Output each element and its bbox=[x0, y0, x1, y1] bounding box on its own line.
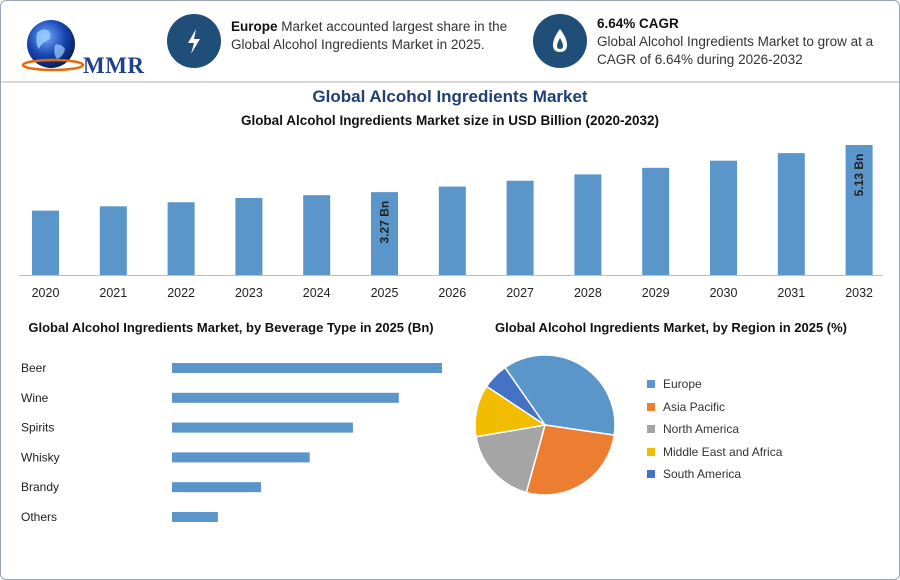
header-divider bbox=[1, 81, 899, 83]
bar-2028 bbox=[574, 174, 602, 275]
mmr-logo: MMR bbox=[19, 15, 144, 78]
flame-drop-icon bbox=[553, 29, 567, 52]
x-tick-2032: 2032 bbox=[845, 286, 873, 300]
bar-2029 bbox=[642, 167, 670, 275]
legend-item-south-america: South America bbox=[647, 463, 782, 486]
legend-swatch bbox=[647, 402, 655, 411]
bar-2031 bbox=[777, 153, 805, 275]
bar-2026 bbox=[438, 186, 466, 275]
bar-2020 bbox=[32, 210, 59, 275]
legend-label: Middle East and Africa bbox=[663, 444, 783, 459]
legend-item-middle-east-and-africa: Middle East and Africa bbox=[647, 441, 782, 464]
x-tick-2024: 2024 bbox=[303, 286, 331, 300]
hbar-label-beer: Beer bbox=[21, 361, 46, 375]
x-tick-2022: 2022 bbox=[167, 286, 195, 300]
beverage-chart-title: Global Alcohol Ingredients Market, by Be… bbox=[28, 320, 434, 335]
bar-2021 bbox=[99, 206, 127, 275]
x-tick-2031: 2031 bbox=[777, 286, 805, 300]
bar-2027 bbox=[506, 180, 534, 275]
bar-2023 bbox=[235, 197, 263, 275]
main-title: Global Alcohol Ingredients Market bbox=[312, 87, 588, 106]
legend-swatch bbox=[647, 380, 655, 389]
pie-slice-europe bbox=[503, 354, 616, 436]
info-europe: Europe Market accounted largest share in… bbox=[231, 18, 521, 54]
legend-item-europe: Europe bbox=[647, 373, 782, 396]
x-tick-2027: 2027 bbox=[506, 286, 534, 300]
info-cagr-badge bbox=[533, 14, 587, 68]
pie-slice-south-america bbox=[485, 366, 546, 426]
hbar-label-whisky: Whisky bbox=[21, 450, 60, 464]
bar-2030 bbox=[710, 160, 737, 275]
x-tick-2023: 2023 bbox=[235, 286, 263, 300]
legend-swatch bbox=[647, 447, 655, 456]
x-tick-2020: 2020 bbox=[32, 286, 60, 300]
bar-2024 bbox=[303, 195, 331, 275]
info-cagr-text: Global Alcohol Ingredients Market to gro… bbox=[597, 34, 874, 67]
hbar-beer bbox=[172, 363, 442, 373]
x-tick-2029: 2029 bbox=[642, 286, 670, 300]
pie-slice-asia-pacific bbox=[525, 424, 616, 496]
bar-2025 bbox=[371, 192, 398, 275]
x-tick-2030: 2030 bbox=[710, 286, 738, 300]
info-cagr-bold: 6.64% CAGR bbox=[597, 16, 679, 31]
bar-chart-subtitle: Global Alcohol Ingredients Market size i… bbox=[240, 113, 660, 128]
region-legend: Europe Asia Pacific North America Middle Ea… bbox=[647, 373, 782, 486]
pie-slice-north-america bbox=[475, 424, 547, 494]
hbar-brandy bbox=[172, 482, 262, 493]
data-label-2032: 5.13 Bn bbox=[852, 154, 866, 197]
bar-2022 bbox=[167, 202, 195, 275]
logo-text: MMR bbox=[83, 53, 145, 78]
hbar-others bbox=[172, 512, 218, 522]
legend-label: North America bbox=[663, 422, 740, 437]
region-chart-title: Global Alcohol Ingredients Market, by Re… bbox=[494, 320, 848, 335]
info-cagr: 6.64% CAGR Global Alcohol Ingredients Ma… bbox=[597, 15, 892, 69]
hbar-label-wine: Wine bbox=[21, 391, 49, 405]
legend-item-north-america: North America bbox=[647, 418, 782, 441]
hbar-label-brandy: Brandy bbox=[21, 480, 59, 494]
globe-icon bbox=[21, 20, 85, 72]
hbar-whisky bbox=[172, 452, 310, 463]
legend-item-asia-pacific: Asia Pacific bbox=[647, 396, 782, 419]
hbar-label-spirits: Spirits bbox=[21, 421, 54, 435]
legend-label: Europe bbox=[663, 377, 702, 392]
lightning-icon bbox=[188, 29, 200, 54]
hbar-spirits bbox=[172, 422, 353, 433]
x-tick-2021: 2021 bbox=[99, 286, 127, 300]
legend-label: Asia Pacific bbox=[663, 399, 726, 414]
hbar-wine bbox=[172, 392, 399, 403]
legend-swatch bbox=[647, 470, 655, 479]
x-tick-2025: 2025 bbox=[371, 286, 399, 300]
hbar-label-others: Others bbox=[21, 510, 57, 524]
info-lightning-badge bbox=[167, 14, 221, 68]
x-tick-2028: 2028 bbox=[574, 286, 602, 300]
info-europe-text: Market accounted largest share in the Gl… bbox=[231, 19, 508, 52]
legend-swatch bbox=[647, 425, 655, 434]
x-tick-2026: 2026 bbox=[438, 286, 466, 300]
legend-label: South America bbox=[663, 467, 742, 482]
info-europe-bold: Europe bbox=[231, 19, 278, 34]
data-label-2025: 3.27 Bn bbox=[378, 201, 392, 244]
bar-2032 bbox=[845, 145, 873, 275]
